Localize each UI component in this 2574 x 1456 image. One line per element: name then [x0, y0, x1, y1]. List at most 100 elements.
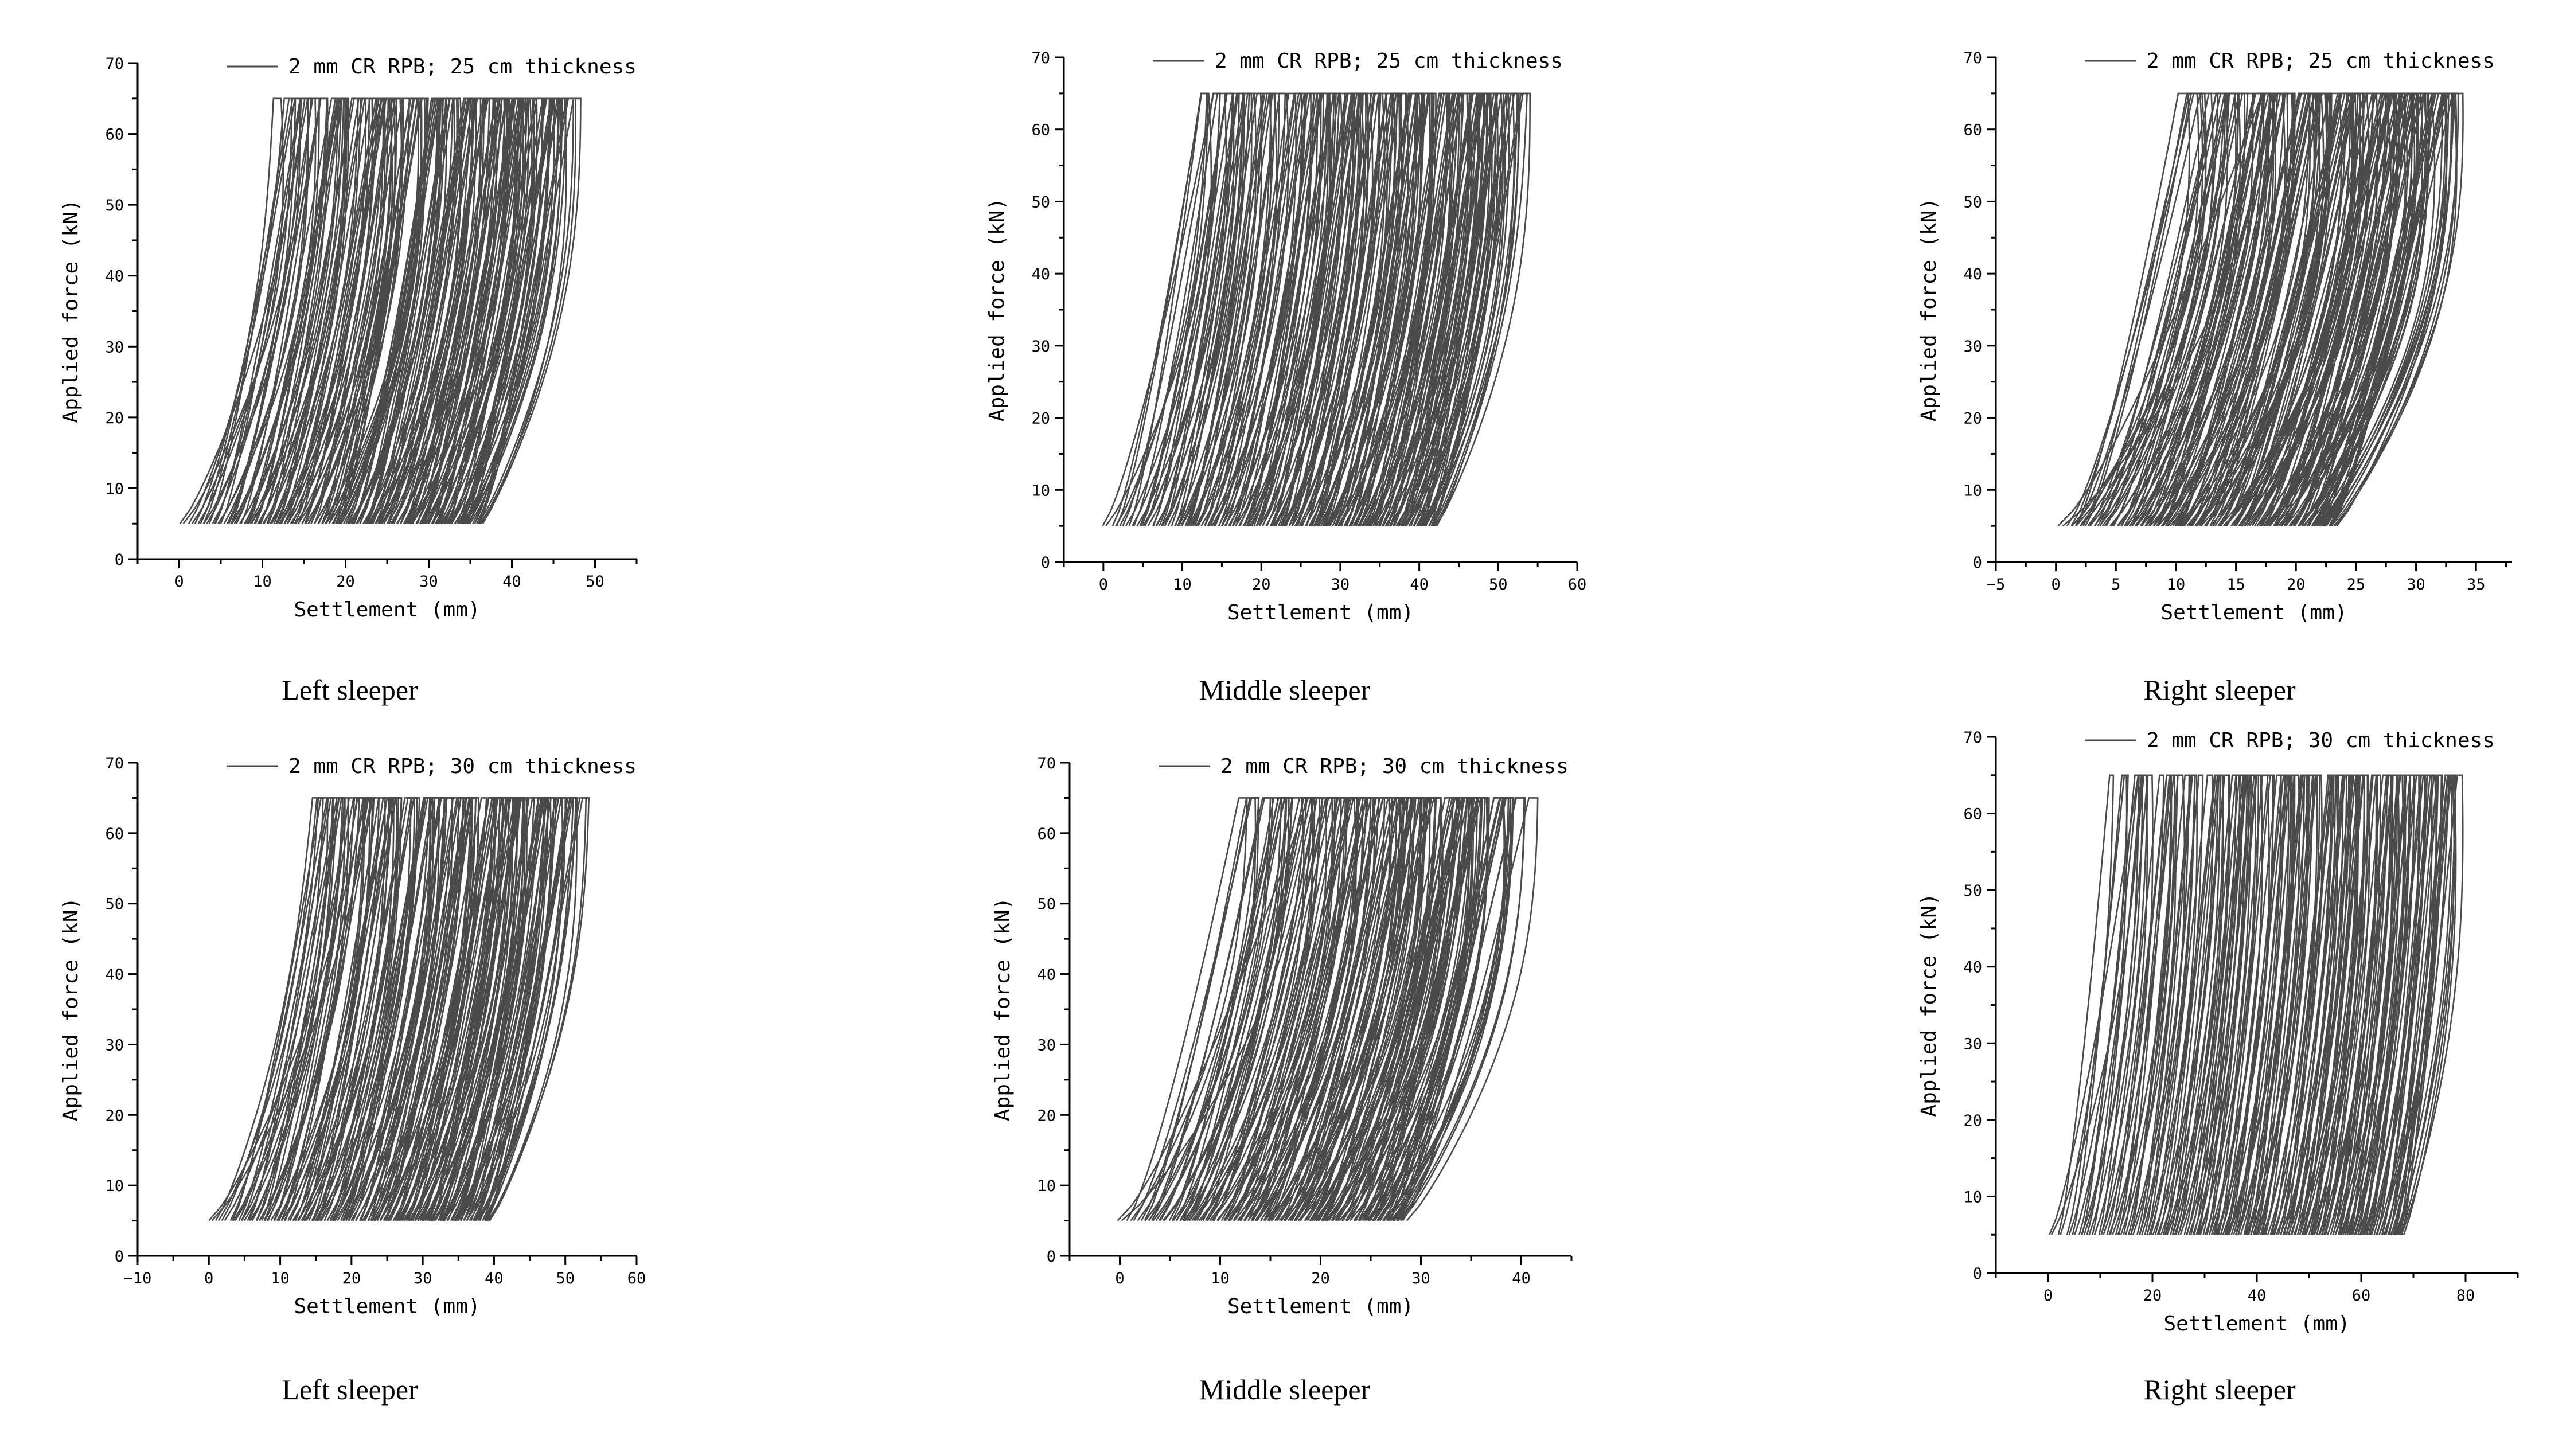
hysteresis-loop — [1389, 797, 1506, 1221]
y-tick-label: 40 — [105, 268, 124, 286]
hysteresis-loop — [2183, 774, 2244, 1235]
y-tick-label: 50 — [1963, 882, 1982, 900]
chart-panel-f: 0 20 40 60 80 0 10 20 30 40 50 60 70 Settlement (mm) A… — [1917, 729, 2519, 1406]
hysteresis-loop — [456, 97, 544, 524]
hysteresis-series — [1117, 797, 1539, 1221]
hysteresis-loop — [1402, 797, 1539, 1221]
y-tick-label: 0 — [115, 1248, 124, 1266]
hysteresis-loop — [1272, 92, 1354, 526]
hysteresis-loop — [208, 97, 297, 524]
hysteresis-loop — [370, 797, 460, 1221]
hysteresis-loop — [1235, 92, 1322, 526]
hysteresis-loop — [2057, 774, 2115, 1235]
x-tick-label: 20 — [1311, 1270, 1330, 1287]
y-tick-label: 10 — [105, 1177, 124, 1195]
hysteresis-loop — [478, 97, 567, 524]
panel-caption: Middle sleeper — [1199, 674, 1371, 706]
hysteresis-loop — [2271, 774, 2333, 1235]
hysteresis-series — [2049, 774, 2464, 1235]
x-tick-label: 20 — [2143, 1287, 2162, 1305]
hysteresis-loop — [1258, 92, 1346, 526]
hysteresis-loop — [1394, 92, 1479, 526]
y-tick-label: 60 — [1963, 806, 1982, 823]
y-tick-label: 30 — [1963, 1035, 1982, 1053]
x-tick-label: 50 — [556, 1270, 575, 1287]
hysteresis-loop — [1282, 92, 1361, 526]
hysteresis-loop — [1351, 92, 1435, 526]
legend-label: 2 mm CR RPB; 30 cm thickness — [2147, 729, 2495, 752]
hysteresis-loop — [261, 797, 346, 1221]
hysteresis-loop — [2105, 92, 2229, 526]
hysteresis-loop — [2255, 774, 2315, 1235]
y-tick-label: 60 — [1963, 122, 1982, 139]
y-tick-label: 10 — [1031, 482, 1050, 499]
y-tick-label: 10 — [1963, 482, 1982, 499]
y-tick-label: 30 — [1031, 338, 1050, 356]
y-tick-label: 30 — [1963, 338, 1982, 356]
hysteresis-loop — [2310, 774, 2365, 1235]
x-tick-label: 30 — [1411, 1270, 1430, 1287]
y-tick-label: 70 — [1031, 49, 1050, 67]
hysteresis-loop — [1343, 797, 1458, 1221]
y-tick-label: 30 — [105, 1036, 124, 1054]
hysteresis-loop — [1422, 92, 1506, 526]
hysteresis-loop — [2197, 774, 2252, 1235]
y-axis-label: Applied force (kN) — [59, 897, 83, 1121]
hysteresis-loop — [366, 97, 455, 524]
hysteresis-loop — [2144, 774, 2198, 1235]
y-tick-label: 0 — [1973, 1265, 1982, 1283]
hysteresis-loop — [1397, 797, 1525, 1221]
hysteresis-loop — [2130, 774, 2186, 1235]
x-tick-label: 0 — [2043, 1287, 2053, 1305]
y-tick-label: 60 — [1037, 825, 1056, 843]
panel-caption: Right sleeper — [2143, 1373, 2296, 1406]
hysteresis-loop — [412, 797, 504, 1221]
y-tick-label: 30 — [105, 338, 124, 356]
hysteresis-loop — [2237, 774, 2293, 1235]
hysteresis-loop — [298, 97, 386, 524]
x-tick-label: 40 — [502, 573, 521, 591]
hysteresis-loop — [476, 97, 576, 524]
hysteresis-loop — [202, 97, 302, 524]
hysteresis-loop — [1194, 92, 1278, 526]
x-axis-label: Settlement (mm) — [1227, 1295, 1414, 1318]
x-tick-label: 25 — [2347, 576, 2366, 594]
hysteresis-loop — [353, 97, 439, 524]
hysteresis-loop — [2170, 774, 2224, 1235]
hysteresis-series — [1102, 92, 1531, 526]
x-tick-label: −10 — [124, 1270, 152, 1287]
x-tick-label: 60 — [627, 1270, 646, 1287]
hysteresis-loop — [387, 97, 477, 524]
y-tick-label: 70 — [1963, 49, 1982, 67]
hysteresis-loop — [1213, 797, 1327, 1221]
chart-panel-d: −10 0 10 20 30 40 50 60010203040506070Settlemen… — [59, 755, 646, 1406]
x-tick-label: 20 — [1252, 576, 1271, 594]
y-tick-label: 10 — [105, 480, 124, 498]
hysteresis-loop — [2286, 92, 2400, 526]
x-tick-label: 60 — [2352, 1287, 2371, 1305]
hysteresis-loop — [1317, 92, 1401, 526]
hysteresis-loop — [1311, 92, 1395, 526]
legend-label: 2 mm CR RPB; 25 cm thickness — [2147, 49, 2495, 73]
x-tick-label: 50 — [586, 573, 604, 591]
hysteresis-loop — [2401, 774, 2457, 1235]
hysteresis-loop — [1177, 92, 1263, 526]
hysteresis-series — [208, 797, 590, 1221]
hysteresis-loop — [303, 797, 390, 1221]
hysteresis-loop — [1128, 92, 1212, 526]
hysteresis-loop — [2251, 92, 2365, 526]
x-tick-label: 40 — [1512, 1270, 1531, 1287]
y-tick-label: 30 — [1037, 1036, 1056, 1054]
y-axis-label: Applied force (kN) — [991, 897, 1015, 1121]
y-tick-label: 20 — [105, 409, 124, 427]
chart-panel-a: 0 10 20 30 40 50 0 10 20 30 40 50 60 70 Settlement (mm… — [59, 55, 638, 706]
hysteresis-loop — [295, 797, 386, 1221]
x-axis-label: Settlement (mm) — [2163, 1312, 2350, 1336]
x-tick-label: 60 — [1568, 576, 1587, 594]
y-tick-label: 70 — [1037, 755, 1056, 772]
chart-panel-c: −5 0 5 10 15 20 25 30 35 0 10 20 30 40 50 60 70 Settlemen… — [1917, 49, 2512, 706]
hysteresis-loop — [1164, 92, 1245, 526]
x-axis-label: Settlement (mm) — [294, 598, 480, 622]
hysteresis-loop — [1366, 92, 1454, 526]
